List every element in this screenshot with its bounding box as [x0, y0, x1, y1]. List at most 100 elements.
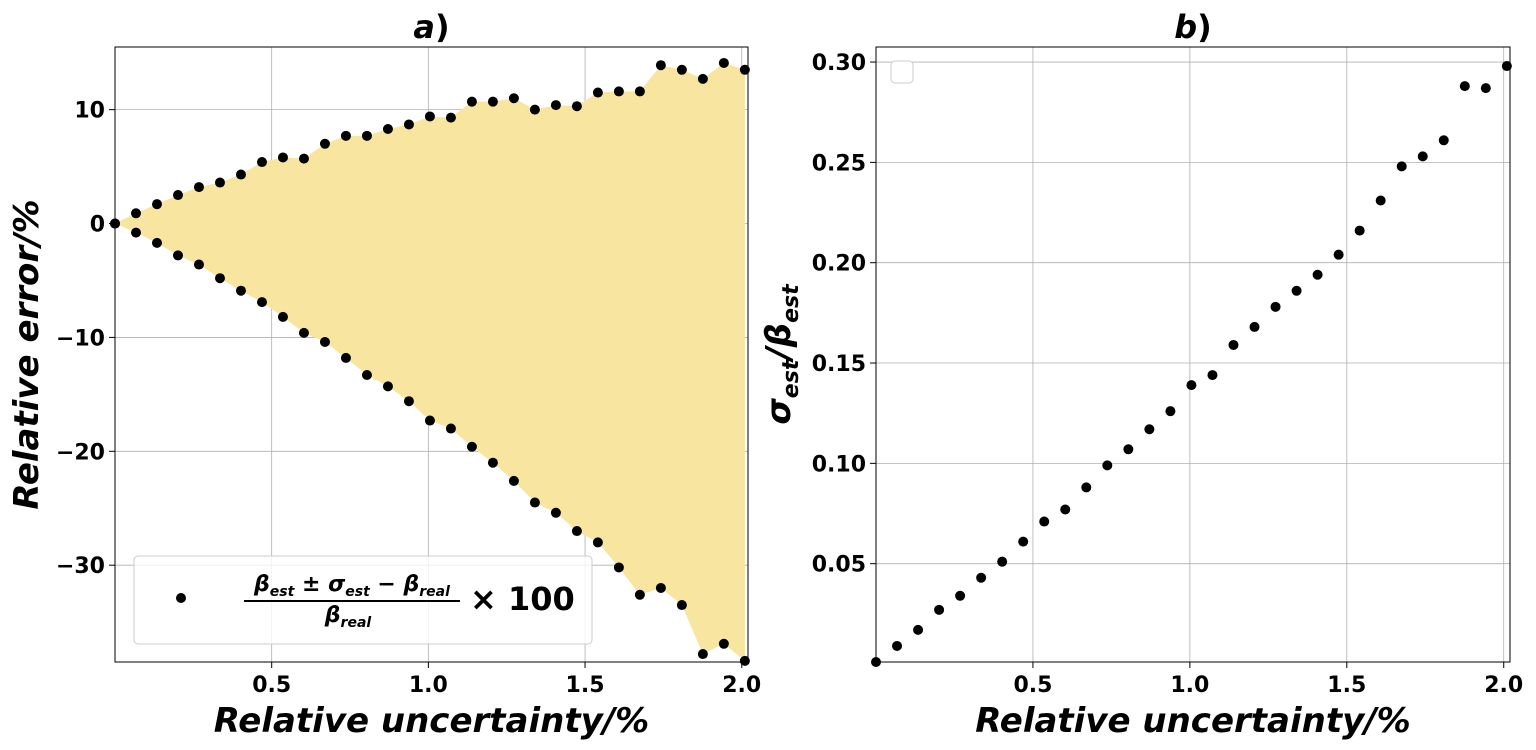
- panel-b-empty-legend: [890, 60, 914, 84]
- data-point-lower: [424, 415, 435, 426]
- panel-a-xlabel: Relative uncertainty/%: [214, 701, 649, 741]
- data-point-upper: [151, 199, 162, 210]
- y-tick-label: 0.15: [812, 352, 866, 377]
- panel-b-title: b): [1174, 8, 1212, 46]
- y-tick-label: 10: [74, 99, 105, 124]
- data-point-upper: [445, 112, 456, 123]
- data-point-upper: [403, 119, 414, 130]
- data-point-lower: [319, 336, 330, 347]
- y-tick-label: 0.05: [812, 553, 866, 578]
- x-tick-label: 2.0: [1484, 673, 1523, 698]
- data-point-lower: [529, 497, 540, 508]
- y-tick-label: 0.20: [812, 252, 866, 277]
- x-tick-label: 1.0: [409, 673, 448, 698]
- legend-numerator: βest ± σest − βreal: [253, 572, 450, 600]
- data-point-upper: [382, 124, 393, 134]
- panel-a: 0.5 1.0 1.5 2.0 10 0 −10 −20 −30 a) Relative unc…: [7, 8, 761, 741]
- y-tick-label: 0.30: [812, 51, 866, 76]
- y-tick-label: 0.25: [812, 151, 866, 176]
- data-point-lower: [361, 370, 372, 380]
- data-point-ratio: [1123, 444, 1134, 455]
- x-tick-label: 2.0: [722, 673, 761, 698]
- data-point-upper: [739, 64, 750, 75]
- data-point-upper: [235, 169, 246, 180]
- data-point-upper: [214, 177, 225, 188]
- data-point-upper: [529, 104, 540, 115]
- data-point-ratio: [1249, 321, 1260, 332]
- data-point-lower: [277, 311, 288, 322]
- data-point-ratio: [1396, 161, 1407, 172]
- data-point-lower: [172, 250, 183, 261]
- panel-a-points: [110, 57, 750, 666]
- data-point-ratio: [892, 640, 903, 651]
- data-point-lower: [382, 381, 393, 392]
- data-point-upper: [613, 86, 624, 97]
- data-point-upper: [130, 208, 141, 219]
- data-point-lower: [256, 297, 267, 308]
- data-point-ratio: [1375, 195, 1386, 206]
- panel-a-frame: [114, 46, 749, 663]
- data-point-lower: [718, 638, 729, 649]
- data-point-ratio: [1333, 249, 1344, 260]
- data-point-upper: [592, 87, 603, 98]
- data-point-ratio: [1186, 380, 1197, 391]
- data-point-ratio: [1480, 83, 1491, 94]
- x-tick-label: 1.5: [1327, 673, 1366, 698]
- data-point-lower: [151, 237, 162, 248]
- data-point-ratio: [1207, 370, 1218, 381]
- data-point-lower: [655, 582, 666, 593]
- data-point-upper: [571, 101, 582, 112]
- data-point-ratio: [1060, 504, 1071, 515]
- data-point-lower: [298, 327, 309, 338]
- data-point-lower: [214, 273, 225, 284]
- y-tick-label: −20: [56, 440, 105, 465]
- data-point-ratio: [1312, 269, 1323, 280]
- data-point-upper: [697, 73, 708, 84]
- data-point-upper: [718, 57, 729, 68]
- x-tick-label: 1.0: [1170, 673, 1209, 698]
- data-point-ratio: [1270, 301, 1281, 312]
- data-point-upper: [676, 64, 687, 75]
- data-point-upper: [319, 138, 330, 149]
- data-point-ratio: [1417, 151, 1428, 162]
- panel-a-ticks: 0.5 1.0 1.5 2.0 10 0 −10 −20 −30: [56, 99, 761, 698]
- panel-a-error-band: [115, 62, 745, 661]
- panel-b-xlabel: Relative uncertainty/%: [975, 701, 1410, 741]
- data-point-lower: [445, 423, 456, 434]
- data-point-ratio: [1165, 406, 1176, 417]
- data-point-lower: [592, 537, 603, 548]
- panel-b: 0.5 1.0 1.5 2.00.300.250.200.150.100.05 b) …: [759, 8, 1523, 741]
- data-point-upper: [172, 190, 183, 201]
- y-tick-label: 0.10: [812, 452, 866, 477]
- data-point-upper: [634, 86, 645, 97]
- data-point-lower: [340, 352, 351, 363]
- data-point-ratio: [1102, 460, 1113, 471]
- data-point-upper: [508, 93, 519, 104]
- data-point-ratio: [1501, 61, 1512, 72]
- data-point-upper: [424, 111, 435, 122]
- data-point-upper: [256, 157, 267, 168]
- data-point-lower: [571, 526, 582, 537]
- data-point-lower: [130, 227, 141, 238]
- data-point-upper: [193, 182, 204, 193]
- data-point-ratio: [1438, 135, 1449, 146]
- data-point-ratio: [1291, 285, 1302, 296]
- legend-multiplier: × 100: [470, 580, 575, 618]
- panel-b-ticks: 0.5 1.0 1.5 2.0 0.30 0.25 0.20 0.15 0.10 0.05: [812, 51, 1523, 698]
- data-point-ratio: [934, 604, 945, 615]
- x-tick-label: 0.5: [252, 673, 291, 698]
- data-point-lower: [403, 396, 414, 407]
- data-point-ratio: [976, 572, 987, 583]
- panel-a-title: a): [413, 8, 449, 46]
- panel-b-grid: [876, 47, 1510, 662]
- data-point-upper: [340, 130, 351, 141]
- data-point-ratio: [1144, 424, 1155, 435]
- panel-a-ylabel: Relative error/%: [7, 199, 47, 509]
- data-point-upper: [466, 96, 477, 107]
- data-point-lower: [676, 600, 687, 611]
- data-point-upper: [550, 100, 561, 111]
- data-point-upper: [277, 152, 288, 163]
- data-point-ratio: [913, 624, 924, 635]
- data-point-upper: [361, 130, 372, 141]
- y-tick-label: 0: [90, 213, 105, 238]
